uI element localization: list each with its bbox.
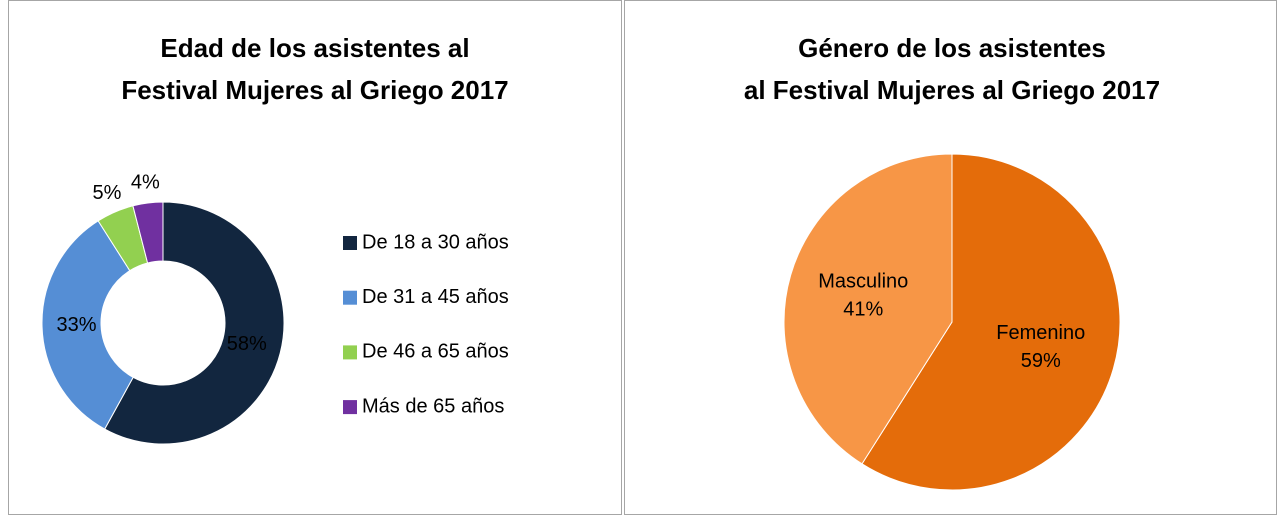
- slice: [861, 153, 1121, 491]
- data-label: 59%: [1021, 350, 1061, 372]
- legend-label: Más de 65 años: [362, 395, 504, 417]
- chart-title: al Festival Mujeres al Griego 2017: [744, 75, 1160, 105]
- legend-label: De 31 a 45 años: [362, 286, 509, 308]
- data-label: 41%: [843, 299, 883, 321]
- legend-label: De 18 a 30 años: [362, 231, 509, 253]
- data-label: Masculino: [818, 271, 908, 293]
- data-label: 33%: [57, 314, 97, 336]
- legend-swatch: [343, 236, 357, 250]
- slice: [783, 153, 953, 465]
- slice: [132, 201, 164, 264]
- legend-swatch: [343, 400, 357, 415]
- data-label: 4%: [131, 171, 160, 193]
- chart-title: Festival Mujeres al Griego 2017: [121, 75, 508, 105]
- chart-title: Edad de los asistentes al: [160, 33, 469, 63]
- slice: [104, 201, 285, 445]
- legend-swatch: [343, 290, 357, 305]
- chart-title: Género de los asistentes: [798, 33, 1106, 63]
- legend-label: De 46 a 65 años: [362, 341, 509, 363]
- data-label: 58%: [227, 333, 267, 355]
- data-label: 5%: [93, 182, 122, 204]
- legend-swatch: [343, 345, 357, 360]
- slice: [41, 220, 134, 430]
- data-label: Femenino: [996, 322, 1085, 344]
